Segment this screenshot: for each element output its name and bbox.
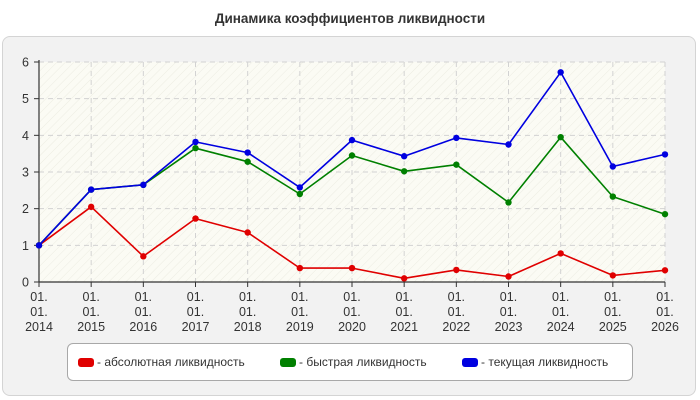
legend-swatch-quick [280,357,296,367]
data-point-current [348,136,356,144]
chart-legend: - абсолютная ликвидность - быстрая ликви… [67,343,633,381]
legend-item-absolute: - абсолютная ликвидность [78,344,245,380]
data-point-current [140,181,147,189]
legend-label-quick: - быстрая ликвидность [299,355,427,369]
data-point-current [296,184,304,191]
data-point-quick [348,152,356,159]
data-point-current [192,138,199,146]
data-point-absolute [557,250,564,257]
y-tick-label: 6 [22,56,29,70]
data-point-current [453,134,460,142]
x-tick-label: 01. 01. 2025 [599,290,627,334]
legend-swatch-current [462,357,478,367]
data-point-absolute [609,272,617,279]
data-point-absolute [400,275,408,282]
data-point-quick [296,190,304,198]
legend-label-absolute: - абсолютная ликвидность [97,355,245,369]
x-tick-label: 01. 01. 2018 [234,290,262,334]
data-point-current [87,186,95,193]
y-tick-label: 1 [22,239,29,253]
data-point-absolute [453,266,460,274]
y-tick-label: 5 [22,92,29,106]
data-point-current [35,242,43,249]
x-tick-label: 01. 01. 2014 [25,290,53,334]
data-point-quick [609,193,617,200]
data-point-current [505,141,512,148]
data-point-absolute [296,264,304,272]
data-point-absolute [87,203,95,211]
x-tick-label: 01. 01. 2024 [547,290,575,334]
x-tick-label: 01. 01. 2023 [495,290,523,334]
x-tick-label: 01. 01. 2021 [390,290,418,334]
data-point-quick [453,161,460,168]
x-tick-label: 01. 01. 2016 [129,290,157,334]
data-point-absolute [140,253,147,260]
y-tick-label: 0 [22,276,29,290]
data-point-absolute [505,273,512,280]
data-point-quick [557,133,564,141]
data-point-current [557,69,564,76]
data-point-current [661,151,669,158]
legend-item-current: - текущая ликвидность [462,344,608,380]
x-tick-label: 01. 01. 2020 [338,290,366,334]
x-tick-label: 01. 01. 2022 [442,290,470,334]
x-tick-label: 01. 01. 2015 [77,290,105,334]
data-point-quick [192,144,199,152]
data-point-quick [400,168,408,175]
y-tick-label: 4 [22,129,29,143]
legend-item-quick: - быстрая ликвидность [280,344,427,380]
data-point-absolute [661,267,669,274]
data-point-absolute [348,264,356,272]
data-point-current [609,163,617,170]
data-point-current [400,153,408,160]
legend-swatch-absolute [78,357,94,367]
x-tick-label: 01. 01. 2019 [286,290,314,334]
chart-title: Динамика коэффициентов ликвидности [214,11,486,26]
data-point-absolute [244,229,251,236]
y-tick-label: 2 [22,202,29,216]
data-point-quick [661,210,669,218]
data-point-current [244,149,251,156]
y-tick-label: 3 [22,166,29,180]
data-point-quick [505,199,512,206]
x-tick-label: 01. 01. 2026 [651,290,679,334]
legend-label-current: - текущая ликвидность [481,355,609,369]
x-tick-label: 01. 01. 2017 [182,290,210,334]
data-point-absolute [192,215,199,222]
data-point-quick [244,158,251,165]
